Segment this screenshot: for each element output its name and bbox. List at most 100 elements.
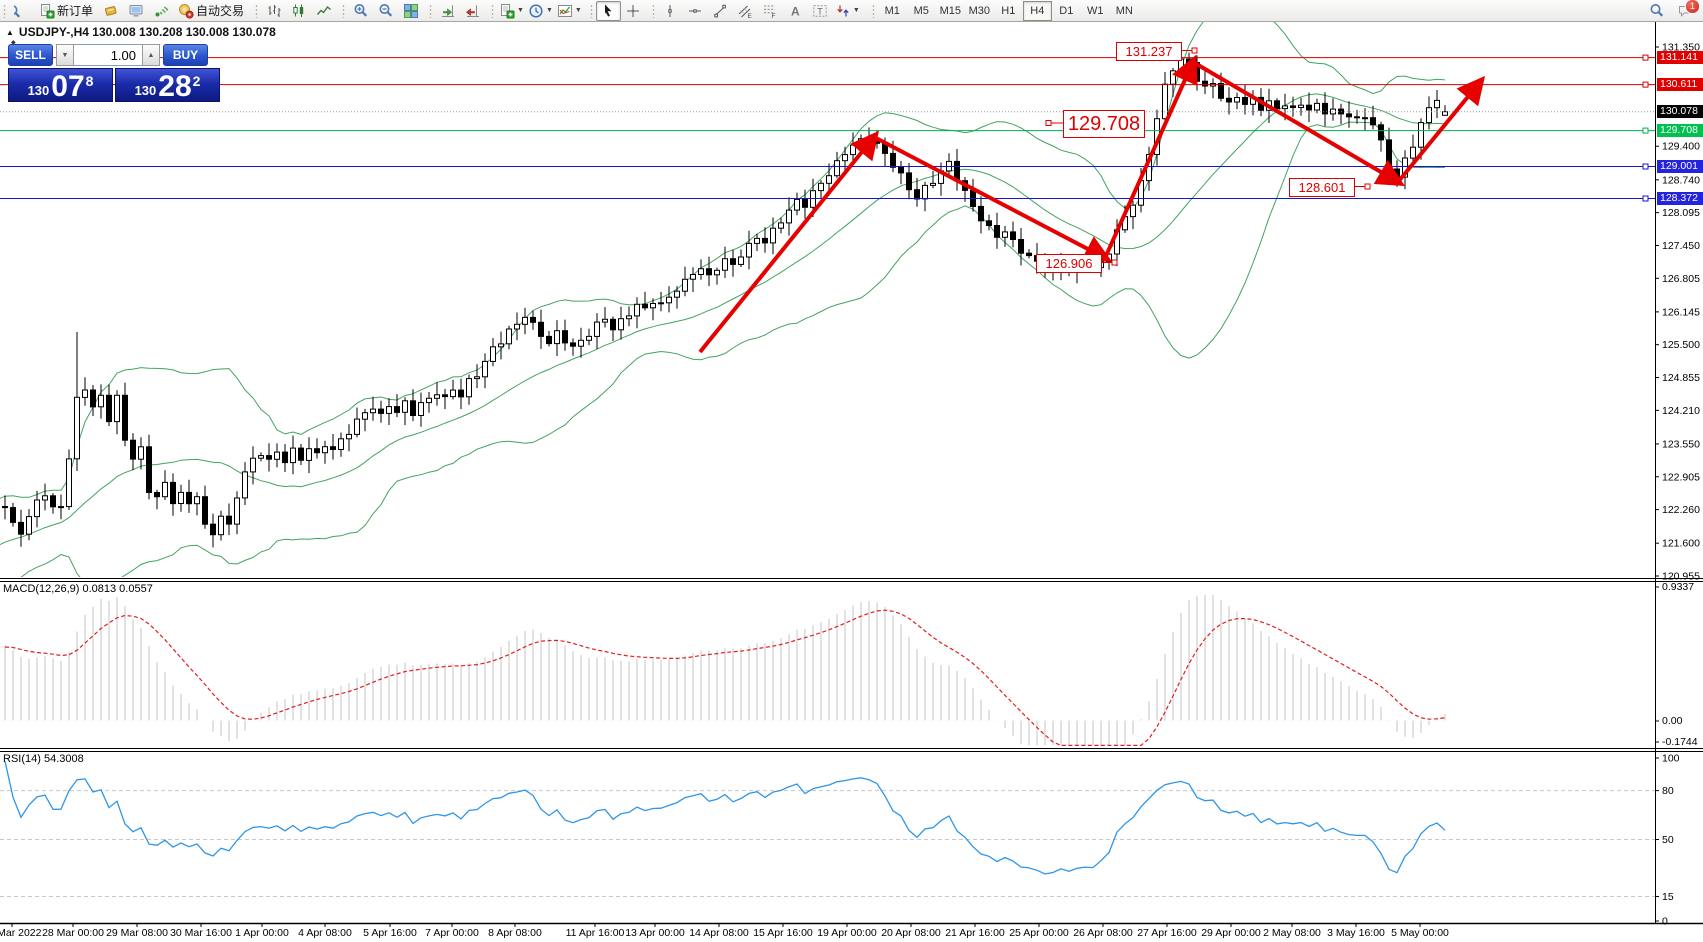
svg-text:A: A [791, 4, 800, 18]
terminal-icon[interactable] [123, 1, 148, 21]
chevron-down-icon: ▼ [545, 7, 553, 14]
svg-text:126.145: 126.145 [1662, 306, 1700, 318]
bars-icon [266, 3, 282, 19]
svg-text:122.260: 122.260 [1662, 504, 1700, 516]
svg-text:125.500: 125.500 [1662, 339, 1700, 351]
horizontal-line-button[interactable] [683, 1, 708, 21]
notifications-icon[interactable]: 1 [1675, 0, 1700, 20]
svg-text:8 Apr 08:00: 8 Apr 08:00 [488, 927, 542, 939]
indicators-button[interactable]: ▼ [555, 1, 584, 21]
fibonacci-button[interactable]: F [758, 1, 783, 21]
vertical-line-button[interactable] [658, 1, 683, 21]
timeframe-mn[interactable]: MN [1115, 4, 1133, 17]
sell-big-figure: 130 [27, 83, 50, 98]
gold-icon [103, 3, 119, 19]
arrows-button[interactable]: ▼ [833, 1, 862, 21]
label-t-icon: T [812, 3, 828, 19]
text-a-icon: A [787, 3, 803, 19]
buy-big-figure: 130 [134, 83, 157, 98]
auto-trading-button[interactable]: 自动交易 [173, 1, 249, 21]
zoom-out-icon [378, 3, 394, 19]
svg-text:30 Mar 16:00: 30 Mar 16:00 [170, 927, 232, 939]
trendline-button[interactable] [708, 1, 733, 21]
candles-icon [291, 3, 307, 19]
timeframe-m1[interactable]: M1 [884, 4, 900, 17]
text-button[interactable]: A [783, 1, 808, 21]
volume-increase-button[interactable]: ▲ [142, 44, 160, 66]
svg-text:0.00: 0.00 [1662, 715, 1683, 727]
zoom-in-button[interactable] [348, 1, 373, 21]
buy-price-display[interactable]: 130 28 2 [115, 68, 220, 102]
signals-icon[interactable] [148, 1, 173, 21]
zoom-out-button[interactable] [373, 1, 398, 21]
cursor-icon [600, 3, 616, 19]
macd-signal-line [4, 609, 1446, 747]
trendline-icon [712, 3, 728, 19]
volume-input[interactable] [74, 44, 142, 66]
line-chart-button[interactable] [311, 1, 336, 21]
shift-icon [465, 3, 481, 19]
svg-text:124.210: 124.210 [1662, 405, 1700, 417]
macd-histogram [4, 594, 1446, 746]
new-order-button[interactable]: 新订单 [34, 1, 98, 21]
auto-scroll-button[interactable] [435, 1, 460, 21]
volume-decrease-button[interactable]: ▼ [56, 44, 74, 66]
buy-button[interactable]: BUY [163, 44, 208, 66]
chart-shift-button[interactable] [460, 1, 485, 21]
sell-price-display[interactable]: 130 07 8 [8, 68, 113, 102]
svg-text:128.095: 128.095 [1662, 207, 1700, 219]
timeframe-h1[interactable]: H1 [1001, 4, 1016, 17]
timeframe-d1[interactable]: D1 [1059, 4, 1074, 17]
timeframe-m15[interactable]: M15 [939, 4, 961, 17]
svg-text:5 Apr 16:00: 5 Apr 16:00 [363, 927, 417, 939]
new-order-button-label: 新订单 [57, 4, 94, 18]
svg-text:126.805: 126.805 [1662, 273, 1700, 285]
indicators-icon [557, 3, 573, 19]
svg-text:13 Apr 00:00: 13 Apr 00:00 [625, 927, 685, 939]
svg-text:3 May 16:00: 3 May 16:00 [1327, 927, 1385, 939]
periods-button[interactable]: ▼ [526, 1, 555, 21]
autoscroll-icon [440, 3, 456, 19]
line-handle [1642, 81, 1649, 88]
cursor-button[interactable] [595, 0, 621, 21]
crosshair-button[interactable] [621, 1, 646, 21]
sell-pip: 8 [85, 73, 94, 89]
svg-text:14 Apr 08:00: 14 Apr 08:00 [689, 927, 749, 939]
timeframe-w1[interactable]: W1 [1087, 4, 1104, 17]
toolbar-group [426, 0, 488, 21]
svg-text:11 Apr 16:00: 11 Apr 16:00 [566, 927, 625, 939]
chevron-down-icon: ▼ [517, 7, 524, 14]
toolbar-groups: 新订单 自动交易 ▼ ▼ ▼ E F A T ▼ [0, 0, 865, 21]
bar-chart-button[interactable] [261, 1, 286, 21]
depth-of-market-icon[interactable] [98, 1, 123, 21]
buy-points: 28 [158, 70, 192, 103]
crosshair-icon [625, 3, 641, 19]
text-label-button[interactable]: T [808, 1, 833, 21]
tile-windows-button[interactable] [398, 1, 423, 21]
svg-text:129.400: 129.400 [1662, 141, 1700, 153]
toolbar-group: 新订单 自动交易 [0, 0, 252, 21]
trend-zigzag-arrows[interactable] [698, 47, 1486, 354]
terminal-icon [128, 3, 144, 19]
sell-button[interactable]: SELL [8, 44, 53, 66]
svg-text:27 Apr 16:00: 27 Apr 16:00 [1137, 927, 1197, 939]
timeframe-h4[interactable]: H4 [1022, 0, 1052, 21]
toolbar-right: 1 [1647, 0, 1703, 20]
new-chart-button[interactable]: ▼ [497, 1, 526, 21]
svg-text:T: T [818, 6, 824, 16]
timeframe-m30[interactable]: M30 [968, 4, 990, 17]
candlestick-chart-button[interactable] [286, 1, 311, 21]
chart-preview-icon[interactable] [9, 1, 34, 21]
equidistant-channel-button[interactable]: E [733, 1, 758, 21]
zoom-in-icon [353, 3, 369, 19]
search-icon[interactable] [1647, 2, 1667, 20]
toolbar-group: ▼ ▼ ▼ [488, 0, 587, 21]
line-handle [1642, 127, 1649, 134]
bollinger-middle-band [0, 93, 1446, 546]
line-handle [1642, 163, 1649, 170]
timeframe-m5[interactable]: M5 [913, 4, 929, 17]
shapes-icon [835, 3, 851, 19]
new-order-icon [39, 3, 55, 19]
svg-text:15 Apr 16:00: 15 Apr 16:00 [753, 927, 813, 939]
